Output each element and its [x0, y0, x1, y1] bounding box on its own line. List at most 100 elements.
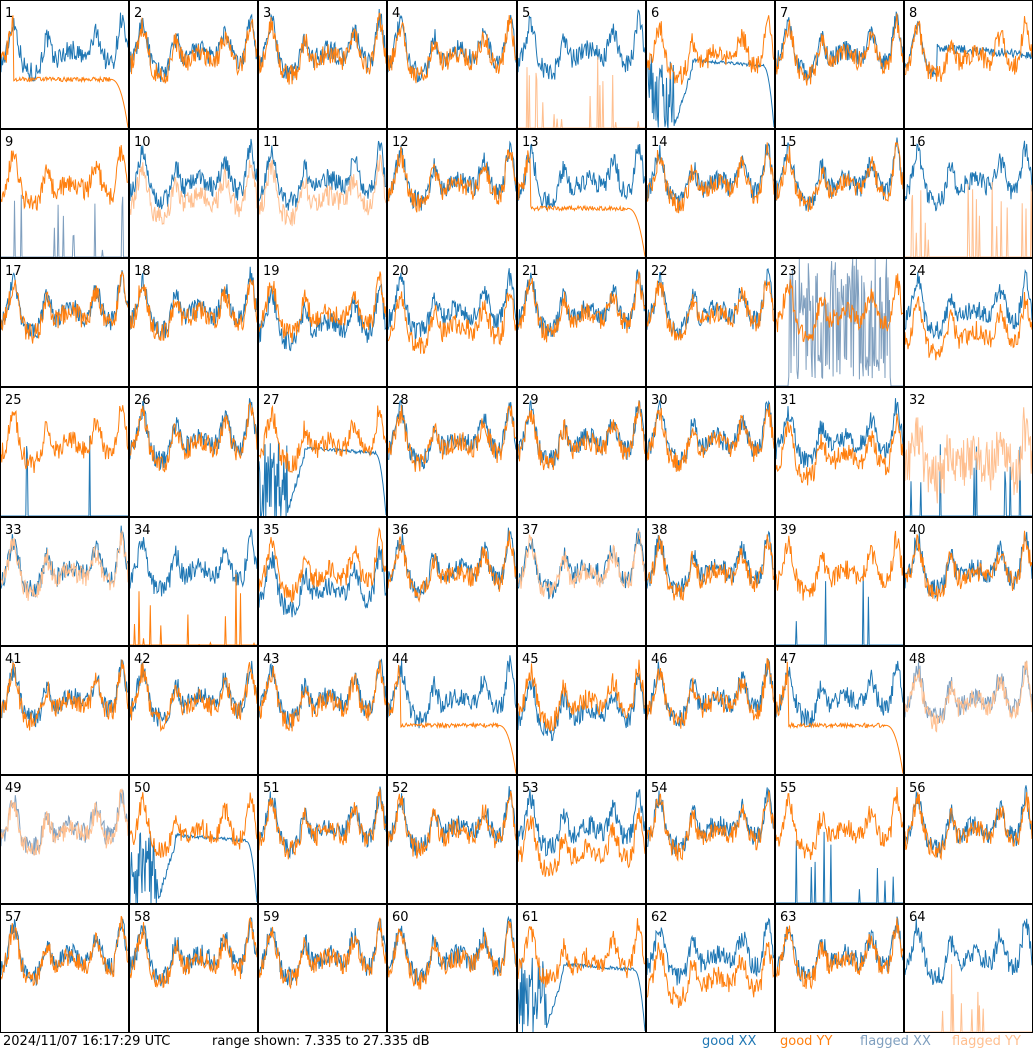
- panel-19-frame: [258, 258, 387, 387]
- panel-label: 59: [263, 910, 280, 925]
- panel-46-frame: [646, 646, 775, 775]
- panel-label: 24: [909, 264, 926, 279]
- panel-49-yy-line: [0, 788, 129, 856]
- panel-label: 11: [263, 135, 280, 150]
- panel-label: 6: [651, 6, 659, 21]
- panel-label: 38: [651, 523, 668, 538]
- panel-39-frame: [775, 517, 904, 646]
- panel-7-yy-line: [775, 13, 904, 86]
- panel-15-frame: [775, 129, 904, 258]
- panel-58-frame: [129, 904, 258, 1033]
- panel-50-yy-line: [129, 792, 258, 858]
- panel-26: 26: [129, 387, 258, 517]
- panel-34-frame: [129, 517, 258, 646]
- panel-label: 14: [651, 135, 668, 150]
- panel-28-yy-line: [387, 405, 517, 472]
- panel-17: 17: [0, 258, 129, 387]
- panel-63-yy-line: [775, 917, 904, 990]
- panel-36-xx-line: [387, 527, 517, 599]
- panel-label: 30: [651, 393, 668, 408]
- panel-56-yy-line: [904, 792, 1033, 861]
- panel-28: 28: [387, 387, 517, 517]
- panel-label: 1: [5, 6, 13, 21]
- panel-1-yy-line: [0, 15, 129, 128]
- panel-32-yy-line: [904, 407, 1033, 504]
- panel-58-yy-line: [129, 916, 258, 989]
- panel-label: 48: [909, 652, 926, 667]
- panel-6: 6: [646, 0, 775, 129]
- panel-label: 35: [263, 523, 280, 538]
- panel-51: 51: [258, 775, 387, 904]
- panel-58: 58: [129, 904, 258, 1033]
- panel-2: 2: [129, 0, 258, 129]
- panel-label: 37: [522, 523, 539, 538]
- panel-54: 54: [646, 775, 775, 904]
- panel-label: 60: [392, 910, 409, 925]
- panel-label: 9: [5, 135, 13, 150]
- panel-47-frame: [775, 646, 904, 775]
- panel-13: 13: [517, 129, 646, 258]
- panel-3-frame: [258, 0, 387, 129]
- panel-20-frame: [387, 258, 517, 387]
- panel-62: 62: [646, 904, 775, 1033]
- panel-14-frame: [646, 129, 775, 258]
- panel-47-xx-line: [775, 660, 904, 728]
- panel-18-yy-line: [129, 278, 258, 341]
- panel-20: 20: [387, 258, 517, 387]
- panel-26-yy-line: [129, 402, 258, 473]
- panel-23-yy-line: [775, 273, 904, 343]
- panel-label: 44: [392, 652, 409, 667]
- panel-22: 22: [646, 258, 775, 387]
- panel-11-xx-line: [258, 140, 387, 211]
- panel-41-frame: [0, 646, 129, 775]
- panel-label: 46: [651, 652, 668, 667]
- panel-6-yy-line: [646, 15, 775, 85]
- panel-60-frame: [387, 904, 517, 1033]
- panel-label: 47: [780, 652, 797, 667]
- panel-label: 56: [909, 781, 926, 796]
- panel-36: 36: [387, 517, 517, 646]
- panel-label: 4: [392, 6, 400, 21]
- panel-63: 63: [775, 904, 904, 1033]
- panel-label: 29: [522, 393, 539, 408]
- panel-3: 3: [258, 0, 387, 129]
- panel-64-xx-line: [904, 918, 1033, 986]
- panel-53-xx-line: [517, 788, 646, 857]
- panel-16-yy-line: [905, 181, 1033, 258]
- panel-38-xx-line: [646, 530, 775, 598]
- panel-10-yy-line: [129, 160, 258, 226]
- panel-label: 45: [522, 652, 539, 667]
- panel-44: 44: [387, 646, 517, 775]
- panel-label: 17: [5, 264, 22, 279]
- panel-34: 34: [129, 517, 258, 646]
- panel-49: 49: [0, 775, 129, 904]
- panel-37-yy-line: [517, 530, 646, 598]
- panel-35: 35: [258, 517, 387, 646]
- panel-label: 62: [651, 910, 668, 925]
- panel-35-frame: [258, 517, 387, 646]
- panel-7-frame: [775, 0, 904, 129]
- panel-label: 22: [651, 264, 668, 279]
- legend-good-yy: good YY: [780, 1034, 833, 1049]
- panel-21-yy-line: [517, 271, 646, 343]
- panel-30: 30: [646, 387, 775, 517]
- panel-11-frame: [258, 129, 387, 258]
- panel-59: 59: [258, 904, 387, 1033]
- panel-40-yy-line: [904, 530, 1033, 602]
- panel-48: 48: [904, 646, 1033, 775]
- panel-26-xx-line: [129, 398, 258, 470]
- panel-label: 53: [522, 781, 539, 796]
- panel-24: 24: [904, 258, 1033, 387]
- panel-label: 23: [780, 264, 797, 279]
- panel-33: 33: [0, 517, 129, 646]
- panel-29: 29: [517, 387, 646, 517]
- panel-61-frame: [517, 904, 646, 1033]
- panel-25-frame: [0, 387, 129, 517]
- panel-label: 18: [134, 264, 151, 279]
- panel-9-frame: [0, 129, 129, 258]
- panel-29-frame: [517, 387, 646, 517]
- panel-17-xx-line: [0, 270, 129, 339]
- panel-43: 43: [258, 646, 387, 775]
- panel-label: 36: [392, 523, 409, 538]
- panel-4-frame: [387, 0, 517, 129]
